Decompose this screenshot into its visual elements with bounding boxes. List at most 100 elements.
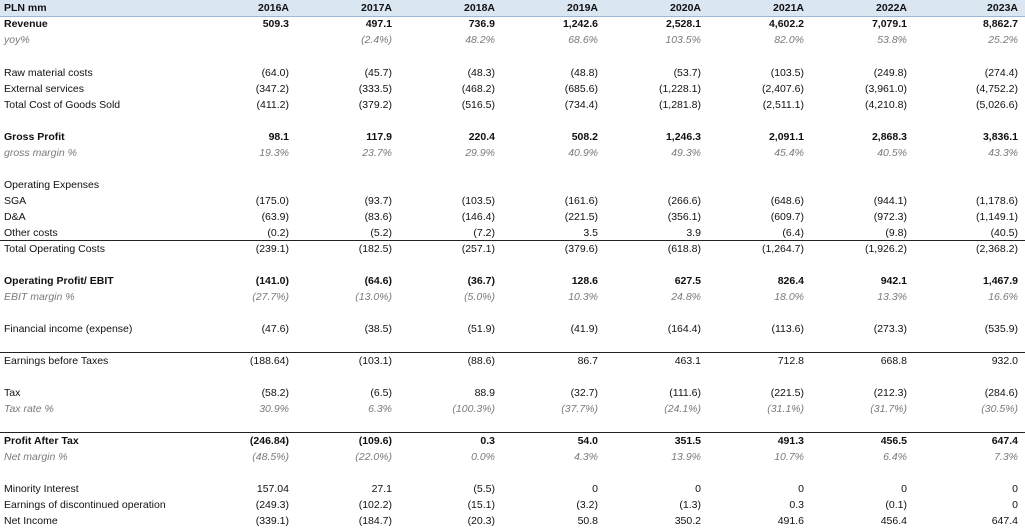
value-cell: 6.3% bbox=[368, 403, 392, 415]
value-cell: 932.0 bbox=[991, 355, 1018, 367]
value-cell: (27.7%) bbox=[252, 291, 289, 303]
row-total-operating-costs: Total Operating Costs (239.1) (182.5) (257.… bbox=[0, 241, 1025, 257]
value-cell: 1,246.3 bbox=[665, 131, 701, 143]
value-cell: 3.5 bbox=[583, 227, 598, 239]
year-header: 2016A bbox=[258, 2, 289, 14]
value-cell: 0 bbox=[592, 483, 598, 495]
value-cell: (48.5%) bbox=[252, 451, 289, 463]
value-cell: 23.7% bbox=[362, 147, 392, 159]
row-sga: SGA (175.0) (93.7) (103.5) (161.6) (266.6) (64… bbox=[0, 193, 1025, 209]
value-cell: (411.2) bbox=[256, 99, 290, 111]
value-cell: (88.6) bbox=[467, 355, 495, 367]
value-cell: 50.8 bbox=[577, 515, 598, 527]
value-cell: (40.5) bbox=[990, 227, 1018, 239]
value-cell: (3.2) bbox=[576, 499, 598, 511]
value-cell: 627.5 bbox=[674, 275, 701, 287]
row-label: Financial income (expense) bbox=[4, 323, 133, 335]
value-cell: (5.5) bbox=[473, 483, 495, 495]
row-profit-after-tax: Profit After Tax (246.84) (109.6) 0.3 54.0 35… bbox=[0, 433, 1025, 449]
row-ebit-margin: EBIT margin % (27.7%) (13.0%) (5.0%) 10.3% 24… bbox=[0, 289, 1025, 305]
value-cell: (184.7) bbox=[358, 515, 392, 527]
value-cell: 45.4% bbox=[774, 147, 804, 159]
row-label: Net margin % bbox=[4, 451, 68, 463]
value-cell: (102.2) bbox=[358, 499, 392, 511]
value-cell: (36.7) bbox=[467, 275, 495, 287]
row-gross-profit: Gross Profit 98.1 117.9 220.4 508.2 1,246.3 2,… bbox=[0, 129, 1025, 145]
year-header: 2022A bbox=[876, 2, 907, 14]
value-cell: (2,511.1) bbox=[762, 99, 804, 111]
value-cell: 7,079.1 bbox=[871, 18, 907, 30]
row-operating-profit-ebit: Operating Profit/ EBIT (141.0) (64.6) (36.7… bbox=[0, 273, 1025, 289]
value-cell: (257.1) bbox=[461, 243, 495, 255]
value-cell: (1.3) bbox=[679, 499, 701, 511]
value-cell: 0.3 bbox=[789, 499, 804, 511]
row-net-margin: Net margin % (48.5%) (22.0%) 0.0% 4.3% 13.9% 1… bbox=[0, 449, 1025, 465]
value-cell: (2.4%) bbox=[361, 34, 392, 46]
value-cell: (356.1) bbox=[667, 211, 701, 223]
value-cell: 88.9 bbox=[474, 387, 495, 399]
value-cell: (468.2) bbox=[461, 83, 495, 95]
value-cell: 3.9 bbox=[686, 227, 701, 239]
value-cell: 456.5 bbox=[880, 435, 907, 447]
row-yoy: yoy% (2.4%) 48.2% 68.6% 103.5% 82.0% 53.8% 25.2… bbox=[0, 32, 1025, 48]
year-header: 2019A bbox=[567, 2, 598, 14]
value-cell: (58.2) bbox=[261, 387, 289, 399]
value-cell: (31.1%) bbox=[767, 403, 804, 415]
value-cell: (609.7) bbox=[770, 211, 804, 223]
value-cell: (535.9) bbox=[984, 323, 1018, 335]
row-label: Total Operating Costs bbox=[4, 243, 105, 255]
value-cell: (339.1) bbox=[255, 515, 289, 527]
value-cell: (45.7) bbox=[364, 67, 392, 79]
header-label: PLN mm bbox=[4, 2, 47, 14]
value-cell: 10.7% bbox=[774, 451, 804, 463]
value-cell: 16.6% bbox=[988, 291, 1018, 303]
row-external-services: External services (347.2) (333.5) (468.2) (6… bbox=[0, 81, 1025, 97]
value-cell: (1,178.6) bbox=[975, 195, 1018, 207]
value-cell: 40.5% bbox=[877, 147, 907, 159]
value-cell: 6.4% bbox=[883, 451, 907, 463]
value-cell: 86.7 bbox=[577, 355, 598, 367]
value-cell: (685.6) bbox=[564, 83, 598, 95]
value-cell: (246.84) bbox=[249, 435, 289, 447]
value-cell: (266.6) bbox=[667, 195, 701, 207]
value-cell: (0.1) bbox=[885, 499, 907, 511]
row-label: Raw material costs bbox=[4, 67, 93, 79]
value-cell: (103.5) bbox=[770, 67, 804, 79]
value-cell: (103.5) bbox=[461, 195, 495, 207]
row-label: Earnings of discontinued operation bbox=[4, 499, 166, 511]
value-cell: (182.5) bbox=[358, 243, 392, 255]
value-cell: (9.8) bbox=[885, 227, 907, 239]
value-cell: 10.3% bbox=[568, 291, 598, 303]
value-cell: 43.3% bbox=[988, 147, 1018, 159]
value-cell: 0.0% bbox=[471, 451, 495, 463]
value-cell: (333.5) bbox=[358, 83, 392, 95]
value-cell: 456.4 bbox=[880, 515, 907, 527]
value-cell: (188.64) bbox=[249, 355, 289, 367]
value-cell: 0 bbox=[1012, 483, 1018, 495]
value-cell: (164.4) bbox=[667, 323, 701, 335]
value-cell: (4,752.2) bbox=[975, 83, 1018, 95]
value-cell: 508.2 bbox=[571, 131, 598, 143]
value-cell: (379.6) bbox=[564, 243, 598, 255]
value-cell: 7.3% bbox=[994, 451, 1018, 463]
value-cell: 13.9% bbox=[671, 451, 701, 463]
row-label: Net Income bbox=[4, 515, 58, 527]
value-cell: (1,281.8) bbox=[658, 99, 701, 111]
value-cell: 29.9% bbox=[465, 147, 495, 159]
value-cell: (100.3%) bbox=[452, 403, 495, 415]
value-cell: 491.3 bbox=[777, 435, 804, 447]
section-divider bbox=[0, 432, 1025, 433]
value-cell: (30.5%) bbox=[981, 403, 1018, 415]
value-cell: (239.1) bbox=[255, 243, 289, 255]
value-cell: 2,091.1 bbox=[768, 131, 804, 143]
value-cell: 826.4 bbox=[777, 275, 804, 287]
row-label: External services bbox=[4, 83, 84, 95]
row-financial-income-expense: Financial income (expense) (47.6) (38.5) (5… bbox=[0, 321, 1025, 337]
value-cell: 117.9 bbox=[366, 131, 392, 143]
value-cell: (146.4) bbox=[461, 211, 495, 223]
value-cell: (0.2) bbox=[267, 227, 289, 239]
value-cell: (51.9) bbox=[467, 323, 495, 335]
value-cell: (24.1%) bbox=[664, 403, 701, 415]
row-earnings-of-discontinued-operation: Earnings of discontinued operation (249.3… bbox=[0, 497, 1025, 513]
